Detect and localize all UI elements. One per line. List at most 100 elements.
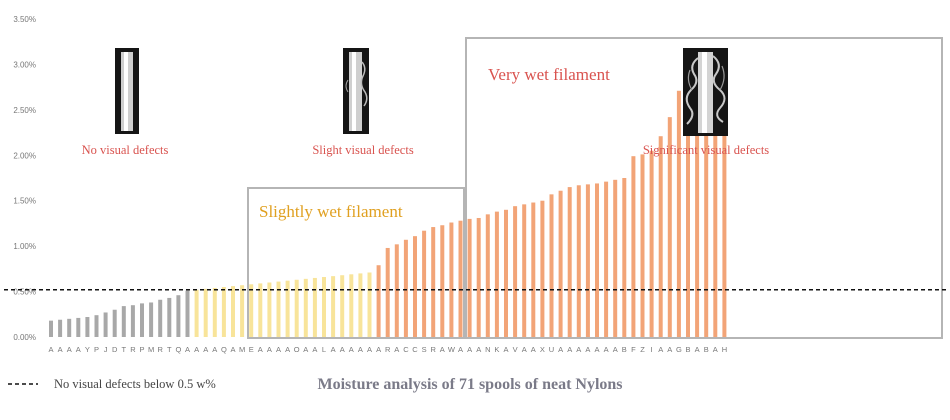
bar (667, 117, 672, 337)
bar (713, 68, 718, 337)
x-tick-label: A (312, 345, 317, 354)
y-tick-label: 0.00% (13, 333, 36, 342)
x-tick-label: H (722, 345, 727, 354)
x-tick-label: A (667, 345, 672, 354)
bar (567, 187, 572, 337)
bar (649, 150, 654, 337)
filament-photo-dry (115, 48, 139, 134)
no-defects-note: No visual defects (82, 143, 169, 157)
bar (358, 273, 363, 337)
x-tick-label: A (576, 345, 581, 354)
bar (422, 230, 427, 337)
bar (49, 320, 53, 337)
bar (149, 302, 154, 337)
bar (267, 282, 272, 337)
x-tick-label: A (558, 345, 563, 354)
x-tick-label: J (104, 345, 108, 354)
x-tick-label: A (331, 345, 336, 354)
x-tick-label: M (239, 345, 245, 354)
x-tick-label: S (422, 345, 427, 354)
x-tick-label: A (376, 345, 381, 354)
x-tick-label: A (58, 345, 63, 354)
bar (58, 319, 63, 337)
chart-title: Moisture analysis of 71 spools of neat N… (317, 376, 622, 393)
bar (103, 312, 108, 337)
x-tick-label: A (503, 345, 508, 354)
bar (303, 278, 308, 337)
bar (176, 295, 181, 337)
x-tick-label: A (230, 345, 235, 354)
bar (367, 272, 372, 337)
y-tick-label: 0.50% (13, 288, 36, 297)
y-tick-label: 1.50% (13, 197, 36, 206)
x-tick-label: P (94, 345, 99, 354)
x-tick-label: A (258, 345, 263, 354)
x-tick-label: O (294, 345, 300, 354)
filament-photo-very-wet (683, 48, 728, 136)
bar (249, 284, 254, 337)
y-tick-label: 2.00% (13, 151, 36, 160)
bar (686, 84, 690, 337)
x-tick-label: G (676, 345, 682, 354)
bar (449, 222, 454, 337)
y-tick-label: 2.50% (13, 106, 36, 115)
x-tick-label: E (249, 345, 254, 354)
y-tick-label: 1.00% (13, 242, 36, 251)
bar (349, 274, 354, 337)
y-tick-label: 3.50% (13, 15, 36, 24)
x-tick-label: B (685, 345, 690, 354)
y-axis-ticks: 0.00% 0.50% 1.00% 1.50% 2.00% 2.50% 3.00% 3.50% (13, 15, 36, 342)
bar (231, 286, 235, 337)
bar (676, 90, 681, 337)
bar (522, 204, 527, 337)
x-tick-label: A (695, 345, 700, 354)
x-tick-label: T (122, 345, 127, 354)
bar (504, 209, 508, 337)
bar (485, 214, 490, 337)
x-tick-label: A (658, 345, 663, 354)
x-tick-label: M (148, 345, 154, 354)
bar (240, 285, 245, 337)
bar (549, 194, 554, 337)
x-tick-label: A (367, 345, 372, 354)
bar (258, 283, 263, 337)
x-tick-label: A (67, 345, 72, 354)
bar (221, 287, 226, 337)
x-tick-label: A (531, 345, 536, 354)
x-tick-label: A (358, 345, 363, 354)
x-tick-label: U (549, 345, 554, 354)
bar (285, 280, 290, 337)
bar (203, 288, 208, 337)
bar (622, 178, 627, 337)
slightly-wet-zone-label: Slightly wet filament (259, 202, 403, 221)
x-tick-label: Y (85, 345, 90, 354)
slightly-wet-zone-frame (247, 187, 465, 339)
x-tick-label: A (458, 345, 463, 354)
x-tick-label: A (303, 345, 308, 354)
filament-photo-slightly-wet (343, 48, 369, 134)
x-tick-label: A (285, 345, 290, 354)
x-tick-label: W (448, 345, 456, 354)
x-tick-label: A (194, 345, 199, 354)
bar (631, 156, 636, 337)
x-tick-label: R (385, 345, 391, 354)
bar (212, 287, 217, 337)
x-tick-label: K (494, 345, 499, 354)
x-tick-label: T (167, 345, 172, 354)
bar (140, 303, 144, 337)
bar (413, 236, 417, 337)
x-tick-label: A (48, 345, 53, 354)
bar (467, 218, 472, 337)
x-tick-label: A (185, 345, 190, 354)
bar (312, 277, 317, 337)
x-tick-label: D (112, 345, 118, 354)
bar (112, 309, 117, 337)
x-tick-label: A (340, 345, 345, 354)
x-tick-label: Z (640, 345, 645, 354)
x-tick-label: A (522, 345, 527, 354)
bar (394, 244, 399, 337)
bar (158, 299, 163, 337)
bar (695, 80, 700, 337)
